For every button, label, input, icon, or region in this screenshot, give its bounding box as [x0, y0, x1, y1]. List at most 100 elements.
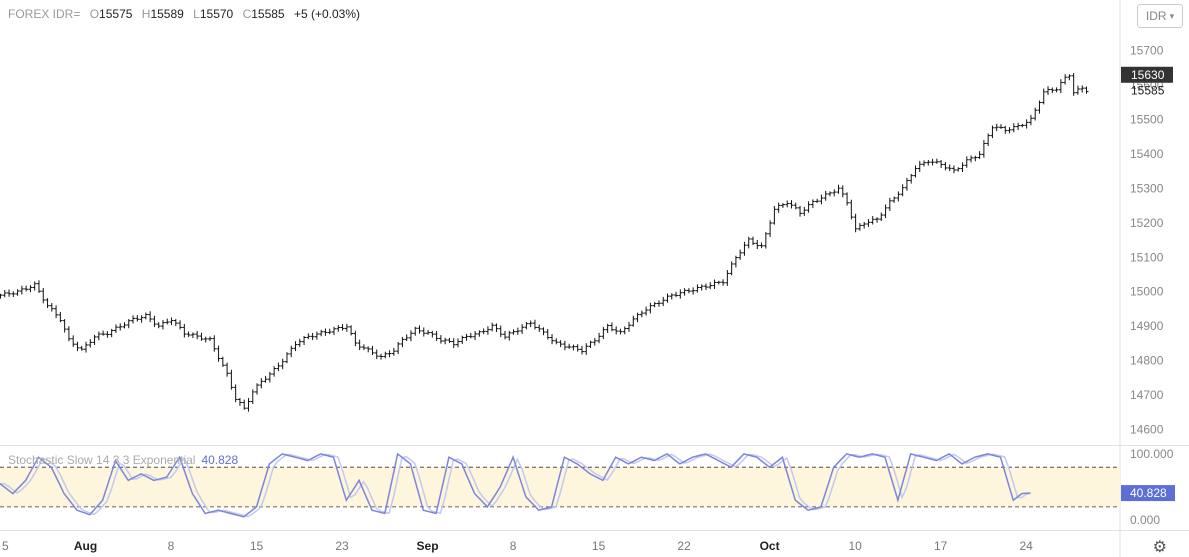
- price-bar: [438, 335, 443, 344]
- price-bar: [609, 322, 614, 332]
- price-bar: [284, 352, 289, 364]
- price-bar: [477, 330, 482, 337]
- price-bar: [276, 362, 281, 372]
- price-bar: [297, 338, 302, 348]
- price-bar: [319, 329, 324, 337]
- price-bar: [588, 340, 593, 348]
- price-bar: [66, 326, 71, 342]
- price-bar: [951, 165, 956, 174]
- price-bar: [686, 288, 691, 294]
- price-bar: [815, 198, 820, 203]
- time-tick-label: 15: [250, 539, 264, 553]
- price-bar: [652, 302, 657, 308]
- price-bar: [169, 317, 174, 326]
- price-bar: [208, 336, 213, 342]
- price-bar: [857, 223, 862, 231]
- price-bar: [383, 351, 388, 359]
- price-bar: [96, 331, 101, 341]
- price-bar: [460, 335, 465, 345]
- price-bar: [819, 194, 824, 205]
- close-label: C: [242, 7, 252, 21]
- price-bar: [584, 343, 589, 355]
- price-bar: [520, 324, 525, 334]
- high-label: H: [141, 7, 151, 21]
- price-bar: [225, 362, 230, 377]
- price-bar: [404, 334, 409, 342]
- price-bar: [1016, 122, 1021, 131]
- open-value: 15575: [99, 7, 133, 21]
- price-bar: [396, 342, 401, 355]
- price-tick-label: 15000: [1130, 285, 1164, 299]
- price-bar: [165, 318, 170, 325]
- price-bar: [36, 280, 41, 293]
- price-bar: [182, 323, 187, 338]
- price-bar: [357, 339, 362, 351]
- price-bar: [490, 322, 495, 332]
- currency-selector[interactable]: IDR ▾: [1137, 4, 1183, 28]
- price-bar: [32, 281, 37, 291]
- price-bar: [562, 340, 567, 351]
- price-bar: [387, 350, 392, 358]
- price-bar: [190, 332, 195, 338]
- price-bar: [340, 324, 345, 331]
- price-bar: [691, 287, 696, 295]
- price-bar: [729, 261, 734, 276]
- price-bar: [464, 333, 469, 341]
- price-bar: [930, 158, 935, 166]
- price-bar: [644, 306, 649, 316]
- price-bar: [934, 158, 939, 164]
- price-bar: [62, 319, 67, 333]
- price-bar: [922, 160, 927, 167]
- price-bar: [306, 333, 311, 340]
- price-bar: [887, 197, 892, 211]
- price-bar: [798, 205, 803, 217]
- price-bar: [703, 283, 708, 291]
- stochastic-tick-label: 100.000: [1130, 447, 1174, 461]
- price-bar: [15, 289, 20, 296]
- price-bar: [712, 279, 717, 290]
- price-bar: [870, 216, 875, 225]
- price-bar: [763, 232, 768, 249]
- price-bar: [674, 291, 679, 298]
- price-bar: [481, 328, 486, 335]
- price-bar: [874, 217, 879, 223]
- price-bar: [237, 398, 242, 406]
- price-tick-label: 15100: [1130, 250, 1164, 264]
- price-bar: [614, 326, 619, 335]
- time-tick-label: 8: [168, 539, 175, 553]
- price-bar: [733, 255, 738, 268]
- price-bar: [554, 338, 559, 345]
- price-bar: [776, 202, 781, 213]
- price-bar: [135, 315, 140, 322]
- time-tick-label: 8: [510, 539, 517, 553]
- price-bar: [173, 319, 178, 327]
- price-bar: [1075, 85, 1080, 95]
- price-tick-label: 15400: [1130, 147, 1164, 161]
- price-bar: [126, 319, 131, 329]
- crosshair-price-label: 15630: [1131, 68, 1165, 82]
- price-bar: [503, 330, 508, 340]
- gear-icon[interactable]: ⚙: [1152, 539, 1167, 556]
- time-tick-label: Oct: [760, 539, 780, 553]
- price-bar: [122, 322, 127, 329]
- price-bar: [678, 289, 683, 299]
- price-bar: [746, 236, 751, 249]
- price-bar: [451, 338, 456, 348]
- price-bar: [314, 331, 319, 340]
- price-bar: [178, 320, 183, 330]
- price-bar: [259, 378, 264, 389]
- price-bar: [199, 332, 204, 341]
- price-bar: [1067, 74, 1072, 81]
- price-bar: [879, 212, 884, 222]
- price-bar: [772, 205, 777, 225]
- price-bar: [139, 315, 144, 323]
- price-tick-label: 15300: [1130, 181, 1164, 195]
- price-bar: [366, 346, 371, 353]
- price-bar: [793, 202, 798, 210]
- last-price-label: 15585: [1131, 83, 1165, 97]
- price-bar: [88, 339, 93, 348]
- price-bar: [250, 389, 255, 405]
- price-bar: [186, 331, 191, 338]
- stochastic-legend: Stochastic Slow 14 3 3 Exponential 40.828: [8, 453, 238, 467]
